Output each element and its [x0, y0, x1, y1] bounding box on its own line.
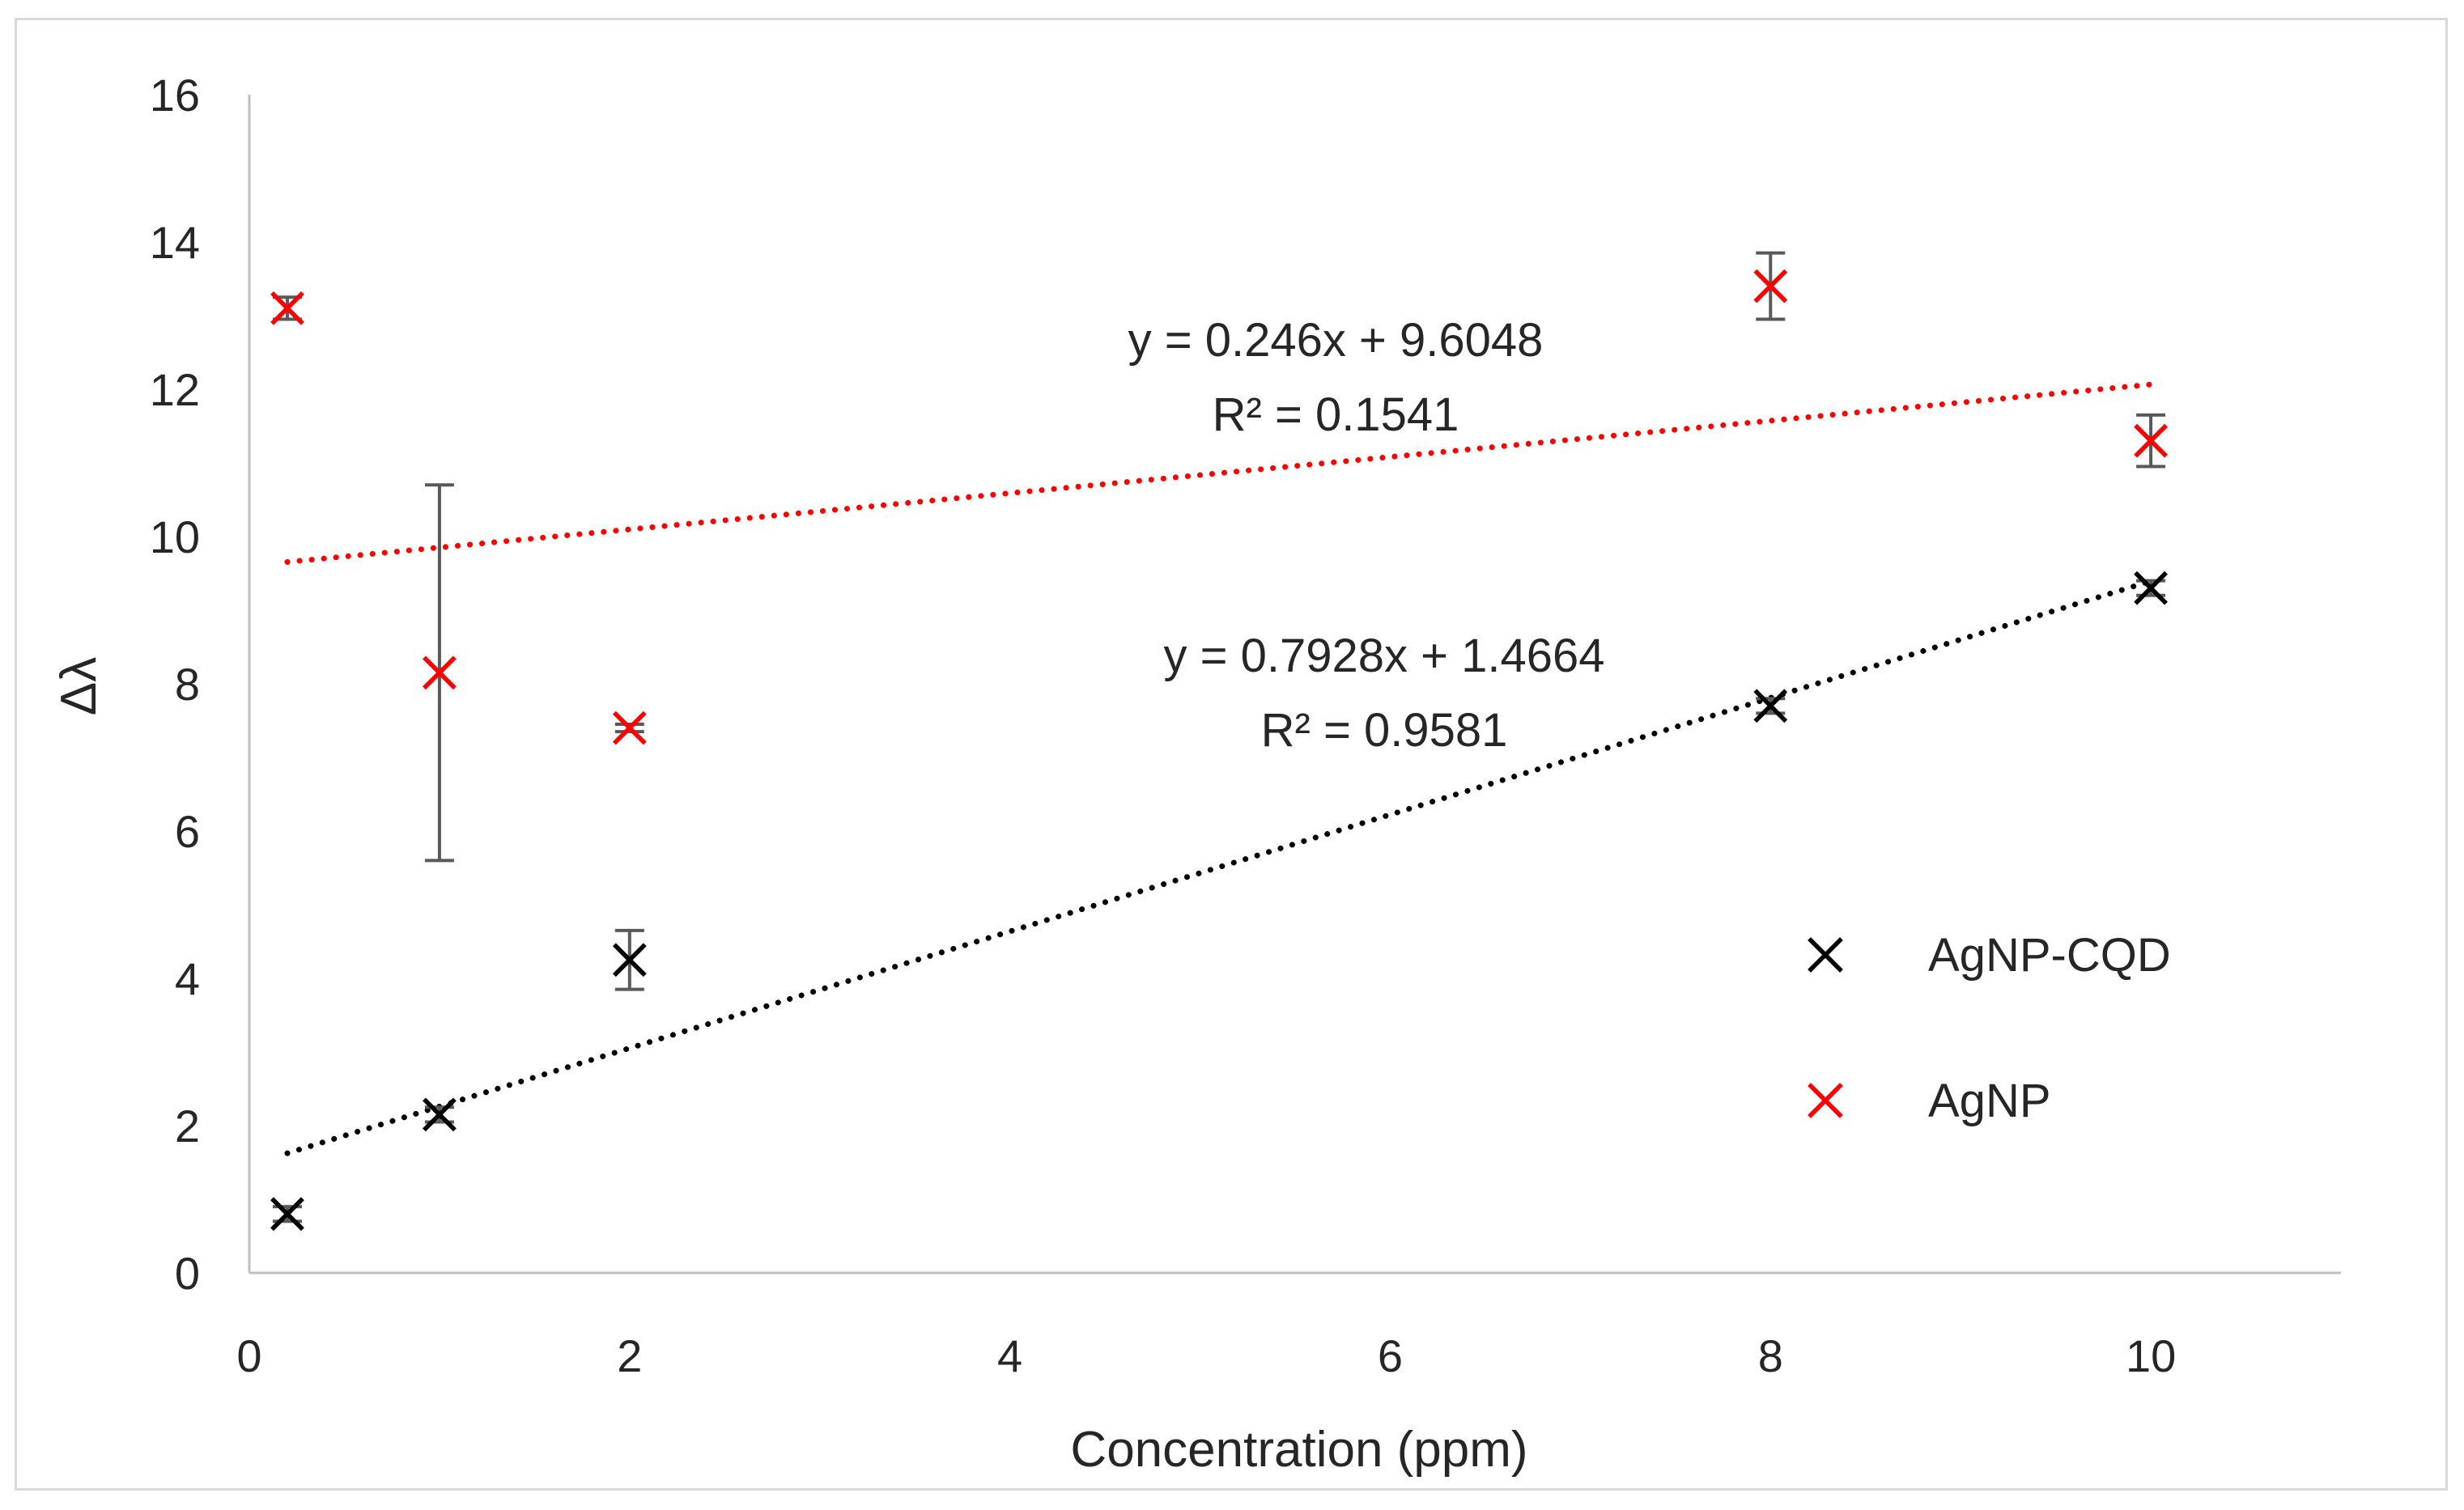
y-tick-label: 12 — [150, 364, 200, 415]
x-axis-title: Concentration (ppm) — [1070, 1422, 1527, 1478]
point-agnp-cqd — [1753, 689, 1788, 723]
points-layer — [270, 269, 2168, 1232]
y-tick-label: 0 — [175, 1248, 200, 1299]
x-tick-label: 8 — [1758, 1330, 1783, 1381]
x-tick-label: 4 — [997, 1330, 1022, 1381]
legend-marker-agnp — [1808, 1083, 1843, 1118]
trendline-agnp-cqd — [284, 578, 2154, 1156]
legend-marker-icon-agnp-cqd — [1808, 937, 1843, 973]
x-tick-label: 6 — [1378, 1330, 1403, 1381]
point-agnp — [270, 291, 304, 325]
axes-layer: 0 2 4 6 8 10 12 14 16 0 2 4 6 8 10 — [150, 70, 2341, 1381]
x-tick-label: 10 — [2126, 1330, 2176, 1381]
point-agnp-cqd — [2134, 570, 2168, 605]
legend-label-agnp: AgNP — [1928, 1075, 2051, 1127]
y-tick-label: 2 — [175, 1101, 200, 1152]
trendline-r2-agnp-cqd: R² = 0.9581 — [1261, 704, 1508, 757]
trendline-equation-agnp-cqd: y = 0.7928x + 1.4664 — [1164, 630, 1605, 682]
trendline-r2-agnp: R² = 0.1541 — [1213, 388, 1459, 441]
point-agnp-cqd — [612, 943, 647, 978]
y-tick-label: 14 — [150, 217, 200, 268]
legend-marker-agnp-cqd — [1808, 937, 1843, 973]
y-tick-label: 10 — [150, 511, 200, 562]
y-tick-label: 8 — [175, 659, 200, 710]
x-tick-label: 0 — [236, 1330, 261, 1381]
trendlines-layer — [284, 381, 2154, 1156]
point-agnp-cqd — [270, 1197, 304, 1232]
trendline-equation-agnp: y = 0.246x + 9.6048 — [1128, 314, 1544, 367]
point-agnp — [423, 655, 457, 690]
point-agnp — [1753, 269, 1788, 303]
x-tick-label: 2 — [617, 1330, 642, 1381]
point-agnp — [2134, 423, 2168, 458]
legend-marker-icon-agnp — [1808, 1083, 1843, 1118]
y-tick-label: 6 — [175, 806, 200, 857]
chart-frame — [15, 18, 2448, 1491]
point-agnp — [612, 710, 647, 745]
y-tick-label: 4 — [175, 953, 200, 1004]
legend: AgNP-CQD AgNP — [1808, 929, 2171, 1127]
point-agnp-cqd — [423, 1097, 457, 1132]
y-axis-title: Δλ — [51, 657, 107, 715]
legend-label-agnp-cqd: AgNP-CQD — [1928, 929, 2171, 982]
y-tick-label: 16 — [150, 70, 200, 121]
